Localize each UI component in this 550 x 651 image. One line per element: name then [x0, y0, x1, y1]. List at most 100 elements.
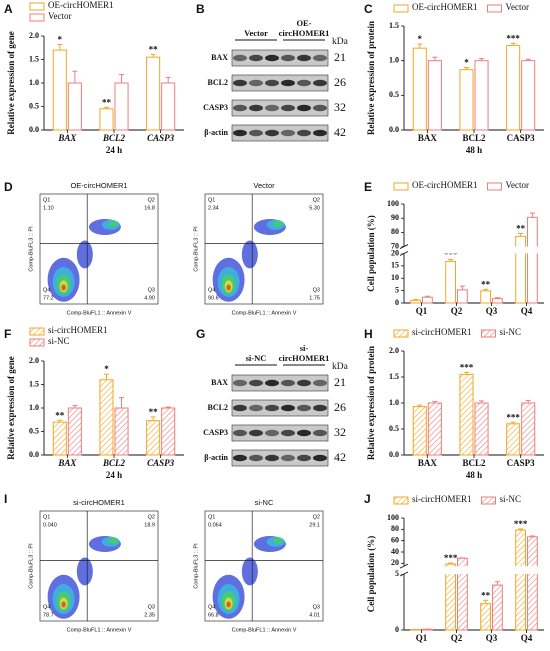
x-tick-label: Q3 [486, 633, 498, 643]
significance-label: ** [516, 224, 526, 234]
blot-band [281, 79, 295, 87]
blot-band [313, 79, 327, 87]
significance-label: ** [149, 44, 159, 54]
significance-label: * [104, 364, 109, 374]
quadrant-value: 90.6 [208, 295, 219, 301]
bar [161, 407, 176, 456]
y-tick-label: 0.0 [29, 125, 39, 134]
blot-band [313, 379, 327, 387]
x-tick-label: CASP3 [147, 458, 175, 468]
blot-band [233, 79, 247, 87]
blot-strip [231, 424, 329, 442]
y-tick-label: 80 [391, 227, 399, 236]
blot-band [297, 454, 311, 462]
quadrant-name: Q2 [148, 197, 155, 203]
density-cloud [273, 220, 284, 227]
y-tick-label: 20 [391, 558, 399, 567]
significance-label: *** [444, 250, 458, 260]
x-axis-label: Comp-BluFL1 :: Annexin V [67, 310, 132, 316]
blot-band [233, 129, 247, 137]
quadrant-value: 2.35 [144, 612, 155, 618]
quadrant-value: 4.90 [144, 295, 155, 301]
panel-letter: C [364, 2, 373, 16]
break-mark [399, 563, 409, 569]
protein-label: β-actin [204, 453, 228, 462]
significance-label: *** [514, 519, 528, 529]
panel-letter: B [196, 2, 205, 16]
density-cloud [241, 240, 258, 269]
y-tick-label: 10 [391, 273, 399, 282]
significance-label: *** [506, 412, 520, 422]
x-tick-label: CASP3 [507, 133, 536, 143]
quadrant-name: Q2 [313, 197, 320, 203]
plot-title: si-NC [255, 498, 274, 507]
kda-label: 21 [334, 375, 346, 389]
quadrant-name: Q1 [43, 514, 50, 520]
y-axis-label: Relative expression of gene [6, 31, 16, 135]
significance-label: *** [506, 33, 520, 43]
y-tick-label: 1.0 [29, 78, 39, 87]
x-axis-label: Comp-BluFL1 :: Annexin V [232, 627, 297, 633]
bar [412, 47, 427, 131]
legend-swatch [481, 329, 496, 338]
bar [412, 406, 427, 456]
quadrant-name: Q3 [148, 604, 155, 610]
quadrant-name: Q1 [208, 197, 215, 203]
blot-band [297, 104, 311, 112]
x-tick-label: Q1 [416, 633, 428, 643]
blot-band [313, 104, 327, 112]
significance-label: ** [481, 279, 491, 289]
unit-label: kDa [332, 37, 349, 47]
x-tick-label: BAX [418, 458, 438, 468]
legend-swatch [29, 13, 45, 22]
legend-label: si-circHOMER1 [412, 494, 472, 504]
density-cloud [61, 601, 66, 608]
density-cloud [226, 601, 231, 608]
density-cloud [76, 557, 93, 586]
legend-label: si-NC [48, 336, 70, 346]
x-tick-label: CASP3 [507, 458, 536, 468]
blot-band [313, 54, 327, 62]
bar [99, 379, 114, 456]
x-tick-label: Q4 [521, 633, 533, 643]
blot-strip [231, 374, 329, 392]
legend-swatch [393, 329, 409, 338]
legend-label: si-NC [500, 327, 522, 337]
quadrant-value: 2.34 [208, 205, 219, 211]
kda-label: 32 [334, 100, 346, 114]
y-tick-label: 40 [391, 547, 399, 556]
bar [422, 296, 433, 304]
lane-group-label: OE- [296, 18, 311, 28]
quadrant-name: Q2 [148, 514, 155, 520]
legend-swatch [486, 182, 502, 191]
blot-band [233, 404, 247, 412]
bar [527, 536, 538, 631]
legend-swatch [393, 496, 409, 505]
x-axis-label: 48 h [466, 470, 482, 480]
y-axis-label: Cell population (%) [366, 215, 376, 292]
lane-group-label: si- [300, 343, 309, 353]
protein-label: BCL2 [208, 78, 228, 87]
legend-swatch [29, 2, 45, 11]
quadrant-value: 4.01 [309, 612, 320, 618]
significance-label: * [464, 58, 469, 68]
legend-label: si-circHOMER1 [48, 325, 108, 335]
quadrant-name: Q2 [313, 514, 320, 520]
blot-band [265, 54, 279, 62]
y-tick-label: 0.0 [389, 125, 399, 134]
protein-label: CASP3 [203, 103, 228, 112]
quadrant-value: 1.10 [43, 205, 54, 211]
bar [52, 49, 67, 131]
x-tick-label: Q3 [486, 306, 498, 316]
blot-band [233, 104, 247, 112]
blot-band [281, 404, 295, 412]
blot-band [233, 429, 247, 437]
blot-band [249, 129, 263, 137]
panel-letter: H [364, 327, 373, 341]
x-axis-label: 48 h [466, 145, 482, 155]
kda-label: 26 [334, 75, 346, 89]
y-tick-label: 0.5 [389, 424, 399, 433]
blot-band [233, 454, 247, 462]
quadrant-name: Q1 [43, 197, 50, 203]
